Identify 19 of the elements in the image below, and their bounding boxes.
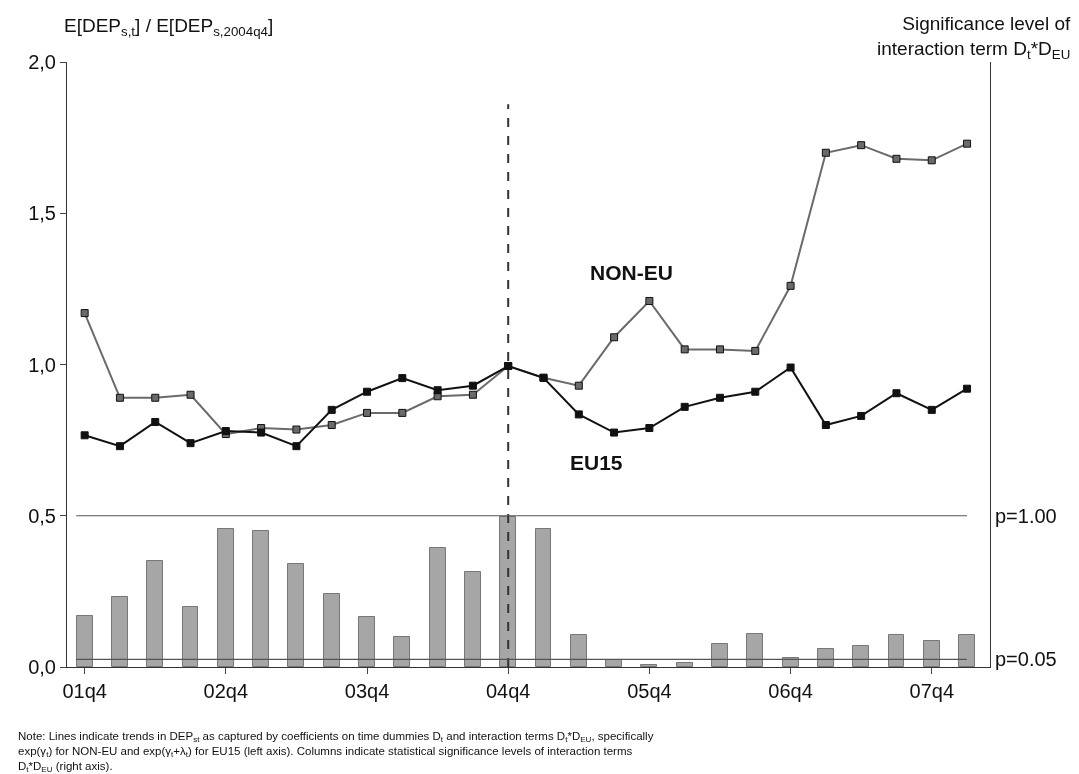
y2-tick-label: p=1.00 (995, 504, 1057, 527)
y-tick-label: 0,5 (28, 504, 56, 527)
y-tick-label: 2,0 (28, 51, 56, 73)
series-label: EU15 (570, 451, 623, 474)
y-tick-label: 1,5 (28, 202, 56, 225)
x-tick-label: 02q4 (203, 680, 249, 702)
x-tick-label: 04q4 (485, 680, 531, 702)
x-tick-label: 06q4 (768, 680, 813, 702)
y-tick-label: 1,0 (28, 353, 56, 376)
x-tick-label: 05q4 (627, 680, 672, 702)
text: Note: Lines indicate trends in DEP$_{st}$ as captured by coefficients on time dummies D$_{t}$ and interaction terms D$_{t}$*D$_{EU}$, specifically exp(γ$_{t}$) for NON-EU and exp(γ$_{t}$+λ$_{t}$) for EU15 (left axis). Columns indicate statistical significance levels of interaction terms D$_{t}$*D$_{EU}$ (right axis). (18, 730, 654, 774)
x-tick-label: 07q4 (909, 680, 955, 702)
y-tick-label: 0,0 (28, 656, 56, 678)
x-tick-label: 03q4 (344, 680, 390, 702)
y-axis-title: E[DEP$_{s,t}$] / E[DEP$_{s,2004q4}$] (64, 15, 274, 39)
series-label: NON-EU (590, 261, 673, 284)
x-tick-label: 01q4 (62, 680, 107, 702)
y2-axis-title: Significance level of interaction term D$_{t}$*D$_{EU}$ (877, 13, 1071, 62)
y2-tick-label: p=0.05 (995, 648, 1057, 671)
